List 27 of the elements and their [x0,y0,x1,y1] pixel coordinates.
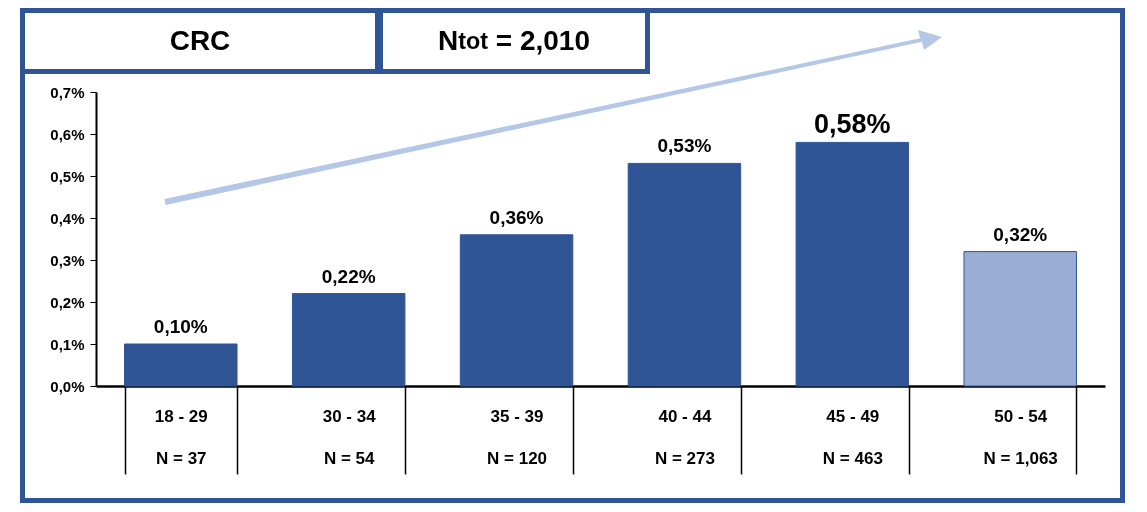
data-label: 0,58% [814,109,891,140]
data-label: 0,36% [489,206,544,228]
bar [963,251,1077,387]
category-label: 18 - 29 N = 37 [154,406,208,468]
data-label: 0,10% [153,316,208,337]
data-label: 0,22% [321,265,376,287]
category-label: 30 - 34 N = 54 [322,406,376,468]
category-label: 40 - 44 N = 273 [654,406,715,468]
chart-title: CRC [20,8,380,74]
bar [291,293,406,387]
y-tick-label: 0,1% [50,335,85,353]
bar [459,234,574,387]
y-tick-label: 0,7% [50,83,85,101]
bar [124,343,238,387]
y-tick-label: 0,2% [50,293,85,311]
data-label: 0,53% [657,135,712,157]
bar [795,141,910,387]
y-tick-label: 0,0% [50,377,85,395]
bar [627,162,742,387]
data-label: 0,32% [993,223,1048,245]
y-tick-label: 0,3% [50,251,85,269]
category-label: 45 - 49 N = 463 [822,406,883,468]
category-label: 35 - 39 N = 120 [487,406,548,468]
category-label: 50 - 54 N = 1,063 [983,406,1058,468]
y-tick-label: 0,5% [50,167,85,185]
y-tick-label: 0,6% [50,125,85,143]
y-tick-label: 0,4% [50,209,85,227]
